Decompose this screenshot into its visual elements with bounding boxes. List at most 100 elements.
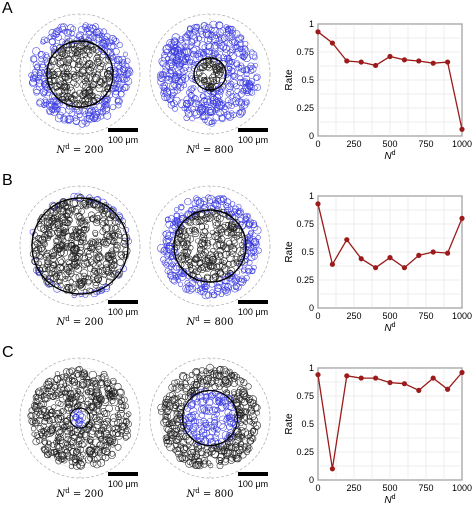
cell <box>68 110 75 117</box>
cell <box>171 379 179 387</box>
rate-chart: 0 250 500 750 1000 0 0.25 0.5 0.75 1 Rate Nd <box>284 191 472 334</box>
cell <box>28 78 38 87</box>
cell <box>85 111 94 120</box>
cell <box>94 53 101 60</box>
cell <box>219 77 227 86</box>
cell <box>212 217 221 227</box>
cell <box>204 258 212 265</box>
cell <box>86 403 95 411</box>
cell <box>65 114 74 123</box>
cell <box>55 87 64 96</box>
cell <box>249 268 255 274</box>
cell <box>209 20 218 29</box>
caption-eq: = 200 <box>70 145 104 156</box>
cell <box>249 412 257 421</box>
cell <box>55 438 61 444</box>
cell <box>109 247 115 253</box>
cell <box>86 449 93 456</box>
cell <box>223 202 230 209</box>
cell <box>118 396 125 404</box>
cell <box>210 91 216 97</box>
cell <box>177 281 184 287</box>
cell <box>107 42 116 51</box>
cell <box>251 248 259 256</box>
cell <box>42 57 48 63</box>
cell <box>210 43 219 52</box>
x-axis-label: Nd <box>384 150 395 162</box>
cell <box>217 453 226 462</box>
cell <box>200 197 209 205</box>
cell <box>245 218 255 227</box>
cell <box>162 416 169 424</box>
cell <box>84 379 91 387</box>
cell <box>222 403 230 410</box>
cell <box>162 62 170 71</box>
cell <box>84 247 92 256</box>
cell <box>91 456 98 463</box>
cell <box>115 231 123 239</box>
cell-clusters <box>29 192 132 299</box>
cell <box>206 393 212 399</box>
cell <box>167 59 176 68</box>
cell <box>96 239 103 246</box>
data-point <box>387 379 393 386</box>
cell <box>76 411 84 420</box>
cell <box>110 68 120 78</box>
cell <box>56 443 64 451</box>
cell <box>237 443 245 451</box>
cell <box>41 274 48 281</box>
cell <box>210 72 216 78</box>
cell <box>190 411 199 420</box>
cell <box>239 87 247 95</box>
cell <box>61 87 69 95</box>
cell <box>204 239 212 247</box>
cell <box>192 451 200 459</box>
disc-caption: Nd = 800 <box>185 487 233 500</box>
cell <box>235 232 242 239</box>
cell <box>39 225 48 233</box>
cell <box>72 49 80 57</box>
cell <box>197 437 205 446</box>
cell <box>66 28 72 35</box>
caption-sup: d <box>65 143 70 151</box>
cell <box>190 448 197 455</box>
cell <box>80 262 87 269</box>
cell <box>90 289 99 298</box>
cell <box>84 397 93 406</box>
y-tick-label: 0 <box>309 131 314 141</box>
cell <box>76 280 85 289</box>
cell <box>197 371 206 380</box>
cell <box>50 77 58 84</box>
cell <box>198 405 207 414</box>
cell <box>170 100 178 108</box>
x-tick-label: 750 <box>418 483 433 493</box>
cell <box>242 98 250 106</box>
cell <box>62 275 69 282</box>
cell <box>183 34 189 40</box>
cell <box>85 114 94 123</box>
cell <box>60 115 69 124</box>
cell <box>200 22 207 29</box>
cell <box>231 371 238 379</box>
cell <box>104 449 111 456</box>
cell <box>86 378 93 386</box>
cell <box>203 242 211 250</box>
cell <box>202 459 208 465</box>
cell-disc-2 <box>19 185 141 307</box>
cell <box>198 104 206 113</box>
cell <box>177 64 183 70</box>
cell <box>116 393 123 400</box>
cell <box>245 396 253 404</box>
cell <box>214 431 220 437</box>
cell <box>43 430 51 438</box>
cell <box>216 383 223 390</box>
cell <box>208 462 214 469</box>
cell <box>250 416 259 424</box>
cell <box>197 460 203 467</box>
data-point <box>315 201 321 207</box>
cell <box>178 453 187 462</box>
panel-letter: B <box>2 172 13 189</box>
cell <box>243 236 252 245</box>
cell <box>245 233 251 239</box>
cell <box>125 420 132 428</box>
